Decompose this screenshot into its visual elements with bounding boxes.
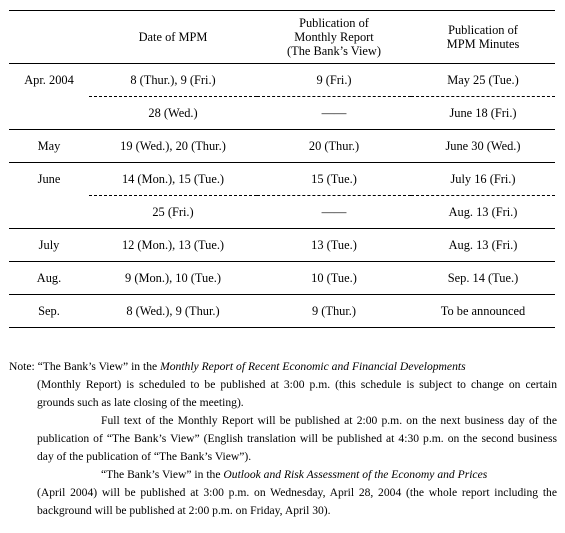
month-cell: July [38, 238, 60, 252]
header-monthly-report-line: Publication of [299, 16, 369, 30]
report-date-cell: —— [257, 96, 411, 130]
mpm-date-cell: 25 (Fri.) [89, 195, 257, 229]
minutes-date-cell: May 25 (Tue.) [447, 73, 519, 87]
header-mpm-minutes-line: MPM Minutes [446, 37, 520, 51]
schedule-table-wrapper: Date of MPM Publication of Monthly Repor… [9, 10, 555, 328]
mpm-date-cell: 8 (Thur.), 9 (Fri.) [130, 73, 216, 87]
note-paragraph-3: “The Bank’s View” in the Outlook and Ris… [9, 466, 557, 484]
minutes-date-cell: Aug. 13 (Fri.) [411, 195, 555, 229]
report-date-cell: 9 (Fri.) [316, 73, 352, 87]
table-body: Apr. 2004 8 (Thur.), 9 (Fri.) 9 (Fri.) May … [9, 63, 555, 328]
table-row: 25 (Fri.) —— Aug. 13 (Fri.) [9, 195, 555, 229]
month-cell: Sep. [38, 304, 60, 318]
month-cell: Apr. 2004 [24, 73, 74, 88]
mpm-date-cell: 19 (Wed.), 20 (Thur.) [120, 139, 226, 153]
mpm-date-cell: 12 (Mon.), 13 (Tue.) [121, 238, 225, 252]
table-row: 28 (Wed.) —— June 18 (Fri.) [9, 96, 555, 130]
minutes-date-cell: July 16 (Fri.) [450, 172, 516, 186]
note-paragraph-3-cont: (April 2004) will be published at 3:00 p… [37, 486, 557, 517]
mpm-date-cell: 9 (Mon.), 10 (Tue.) [125, 271, 221, 285]
minutes-date-cell: June 18 (Fri.) [411, 96, 555, 130]
header-mpm-minutes-line: Publication of [448, 23, 518, 37]
month-cell [9, 97, 89, 130]
header-date-of-mpm: Date of MPM [138, 30, 208, 44]
table-header-row: Date of MPM Publication of Monthly Repor… [9, 10, 555, 64]
mpm-date-cell: 28 (Wed.) [89, 96, 257, 130]
minutes-date-cell: Aug. 13 (Fri.) [448, 238, 518, 252]
table-row: Apr. 2004 8 (Thur.), 9 (Fri.) 9 (Fri.) May … [9, 63, 555, 97]
note-p1-text: Note: “The Bank’s View” in the [9, 360, 161, 373]
schedule-table: Date of MPM Publication of Monthly Repor… [9, 10, 555, 328]
note-paragraph-2: Full text of the Monthly Report will be … [37, 414, 557, 463]
table-row: Aug. 9 (Mon.), 10 (Tue.) 10 (Tue.) Sep. 14 … [9, 261, 555, 295]
header-monthly-report-line: Monthly Report [294, 30, 374, 44]
table-row: Sep. 8 (Wed.), 9 (Thur.) 9 (Thur.) To be an… [9, 294, 555, 328]
table-row: May 19 (Wed.), 20 (Thur.) 20 (Thur.) June 3… [9, 129, 555, 163]
minutes-date-cell: Sep. 14 (Tue.) [447, 271, 519, 285]
footnote: Note: “The Bank’s View” in the Monthly R… [9, 358, 557, 520]
note-paragraph-1-cont: (Monthly Report) is scheduled to be publ… [37, 378, 557, 409]
header-monthly-report-line: (The Bank’s View) [287, 44, 381, 58]
mpm-date-cell: 14 (Mon.), 15 (Tue.) [121, 172, 225, 186]
header-mpm-minutes: Publication of MPM Minutes [411, 11, 555, 64]
report-date-cell: 13 (Tue.) [311, 238, 357, 252]
report-date-cell: —— [257, 195, 411, 229]
report-date-cell: 15 (Tue.) [311, 172, 357, 186]
month-cell: June [37, 172, 61, 187]
report-date-cell: 10 (Tue.) [311, 271, 357, 285]
note-paragraph-1: Note: “The Bank’s View” in the Monthly R… [9, 358, 557, 376]
header-month [9, 11, 89, 64]
note-p1-title: Monthly Report of Recent Economic and Fi… [160, 360, 466, 373]
table-row: July 12 (Mon.), 13 (Tue.) 13 (Tue.) Aug. 13… [9, 228, 555, 262]
month-cell: Aug. [36, 271, 62, 285]
report-date-cell: 9 (Thur.) [311, 304, 357, 318]
month-cell: May [37, 139, 61, 153]
mpm-date-cell: 8 (Wed.), 9 (Thur.) [126, 304, 220, 318]
month-cell [9, 196, 89, 229]
table-row: June 14 (Mon.), 15 (Tue.) 15 (Tue.) July 16… [9, 162, 555, 196]
report-date-cell: 20 (Thur.) [308, 139, 360, 153]
minutes-date-cell: June 30 (Wed.) [445, 139, 521, 153]
minutes-date-cell: To be announced [440, 304, 526, 318]
note-p3-text: “The Bank’s View” in the [101, 468, 224, 481]
note-p3-title: Outlook and Risk Assessment of the Econo… [223, 468, 488, 481]
header-monthly-report: Publication of Monthly Report (The Bank’… [257, 11, 411, 64]
